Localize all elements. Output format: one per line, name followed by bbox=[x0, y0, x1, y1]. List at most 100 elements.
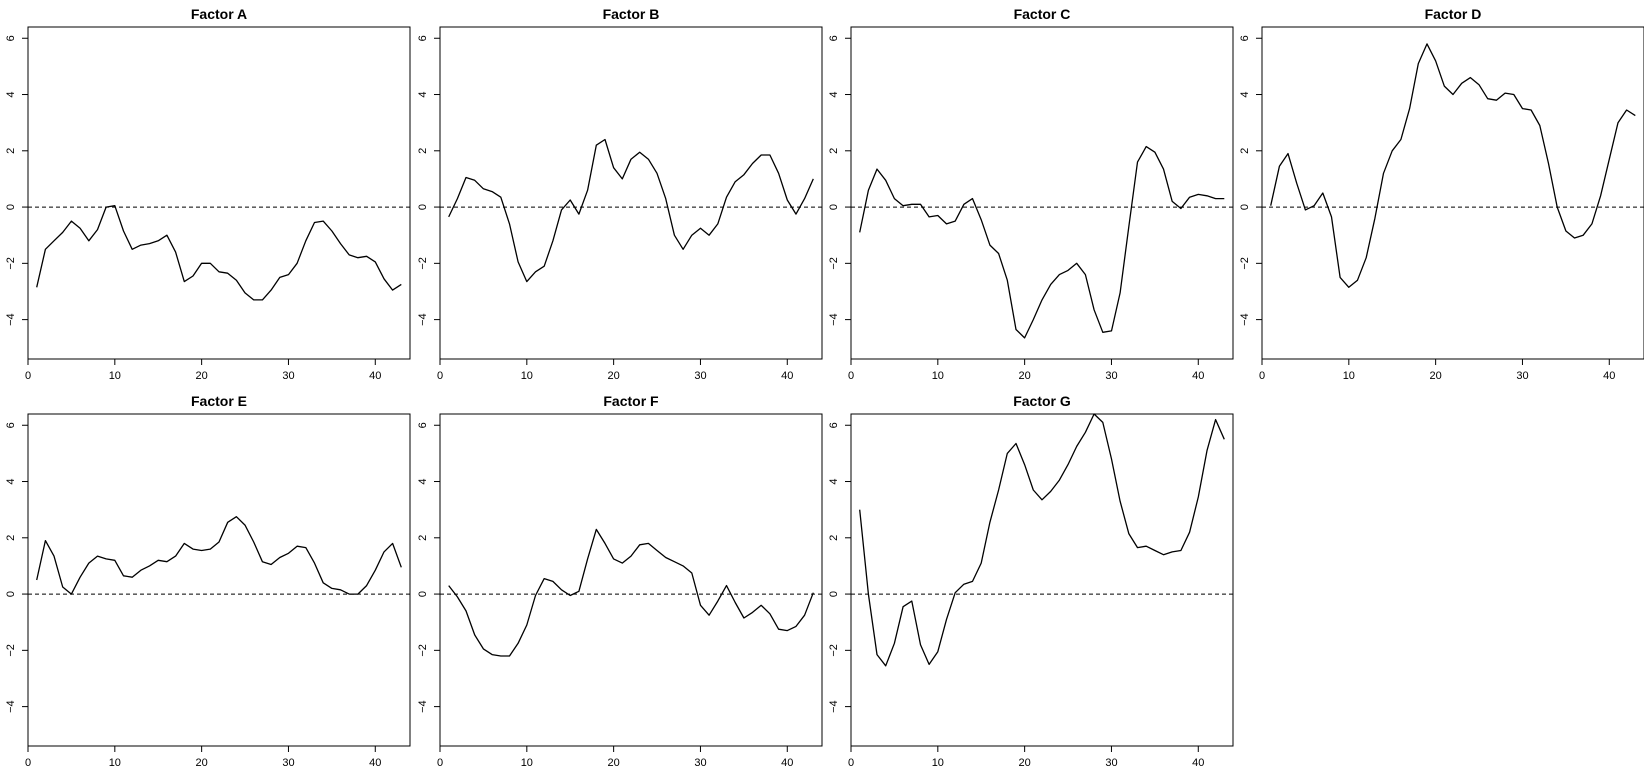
factor-e-x-tick-label: 20 bbox=[196, 757, 208, 769]
factor-c-x-tick-label: 10 bbox=[932, 370, 944, 382]
factor-e-x-tick-label: 40 bbox=[369, 757, 381, 769]
factor-d-plot-frame bbox=[1261, 26, 1644, 360]
factor-a-y-tick-label: 2 bbox=[5, 148, 17, 154]
factor-a-y-tick-label: −2 bbox=[5, 257, 17, 270]
factor-b-y-tick-label: 0 bbox=[417, 204, 429, 210]
factor-g-y-tick-label: −4 bbox=[828, 700, 840, 713]
factor-g-x-tick-label: 0 bbox=[848, 757, 854, 769]
factor-a-panel: Factor A 0 10 20 30 40 −4 −2 0 2 4 6 bbox=[5, 6, 411, 382]
factor-b-plot-frame bbox=[439, 26, 823, 360]
factor-f-y-tick-label: 0 bbox=[417, 591, 429, 597]
factor-c-x-tick-label: 30 bbox=[1105, 370, 1117, 382]
factor-d-x-tick-label: 0 bbox=[1259, 370, 1265, 382]
factor-c-y-tick-label: 4 bbox=[828, 91, 840, 97]
factor-d-y-tick-label: 0 bbox=[1239, 204, 1251, 210]
factor-f-x-tick-label: 0 bbox=[437, 757, 443, 769]
factor-e-series-line bbox=[36, 516, 402, 595]
factor-e-x-tick-label: 0 bbox=[25, 757, 31, 769]
factor-c-y-tick-label: 2 bbox=[828, 148, 840, 154]
factor-e-title: Factor E bbox=[191, 393, 247, 409]
factor-f-y-tick-label: −2 bbox=[417, 644, 429, 657]
factor-a-y-tick-label: 0 bbox=[5, 204, 17, 210]
factor-g-series-line bbox=[859, 413, 1225, 667]
factor-d-y-tick-label: 6 bbox=[1239, 35, 1251, 41]
factor-b-title: Factor B bbox=[603, 6, 660, 22]
factor-g-y-tick-label: 2 bbox=[828, 535, 840, 541]
factor-c-y-tick-label: −2 bbox=[828, 257, 840, 270]
factor-b-x-tick-label: 30 bbox=[694, 370, 706, 382]
factor-g-y-tick-label: 0 bbox=[828, 591, 840, 597]
factor-c-y-tick-label: 0 bbox=[828, 204, 840, 210]
factor-d-y-tick-label: 4 bbox=[1239, 91, 1251, 97]
factor-a-series-line bbox=[36, 205, 402, 301]
factor-e-x-tick-label: 10 bbox=[109, 757, 121, 769]
factor-a-y-tick-label: 6 bbox=[5, 35, 17, 41]
factor-b-series-line bbox=[448, 138, 814, 283]
factor-f-plot-frame bbox=[439, 413, 823, 747]
factor-f-x-tick-label: 20 bbox=[608, 757, 620, 769]
factor-b-x-tick-label: 0 bbox=[437, 370, 443, 382]
factor-c-y-tick-label: 6 bbox=[828, 35, 840, 41]
factor-f-title: Factor F bbox=[603, 393, 659, 409]
factor-e-y-tick-label: 0 bbox=[5, 591, 17, 597]
factor-g-panel: Factor G 0 10 20 30 40 −4 −2 0 2 4 6 bbox=[828, 393, 1234, 769]
factor-f-y-tick-label: 6 bbox=[417, 422, 429, 428]
factor-c-panel: Factor C 0 10 20 30 40 −4 −2 0 2 4 6 bbox=[828, 6, 1234, 382]
factor-g-y-tick-label: 4 bbox=[828, 478, 840, 484]
factor-b-y-tick-label: −2 bbox=[417, 257, 429, 270]
factor-g-x-tick-label: 10 bbox=[932, 757, 944, 769]
factor-e-y-tick-label: −2 bbox=[5, 644, 17, 657]
factor-e-x-tick-label: 30 bbox=[282, 757, 294, 769]
factor-b-x-tick-label: 10 bbox=[521, 370, 533, 382]
factor-g-x-tick-label: 20 bbox=[1019, 757, 1031, 769]
factor-e-panel: Factor E 0 10 20 30 40 −4 −2 0 2 4 6 bbox=[5, 393, 411, 769]
factor-f-panel: Factor F 0 10 20 30 40 −4 −2 0 2 4 6 bbox=[417, 393, 823, 769]
factor-d-x-tick-label: 40 bbox=[1603, 370, 1615, 382]
factor-g-y-tick-label: −2 bbox=[828, 644, 840, 657]
factor-b-x-tick-label: 20 bbox=[608, 370, 620, 382]
factor-b-y-tick-label: 6 bbox=[417, 35, 429, 41]
factor-a-x-tick-label: 10 bbox=[109, 370, 121, 382]
factor-d-y-tick-label: −4 bbox=[1239, 313, 1251, 326]
factor-f-x-tick-label: 10 bbox=[521, 757, 533, 769]
factor-b-y-tick-label: 4 bbox=[417, 91, 429, 97]
factor-d-title: Factor D bbox=[1425, 6, 1482, 22]
factor-f-x-tick-label: 30 bbox=[694, 757, 706, 769]
factor-c-plot-frame bbox=[850, 26, 1234, 360]
factor-a-x-tick-label: 20 bbox=[196, 370, 208, 382]
factor-e-plot-frame bbox=[27, 413, 411, 747]
factor-f-y-tick-label: 2 bbox=[417, 535, 429, 541]
factor-a-title: Factor A bbox=[191, 6, 247, 22]
factor-a-x-tick-label: 0 bbox=[25, 370, 31, 382]
factor-d-series-line bbox=[1270, 43, 1636, 288]
factor-g-y-tick-label: 6 bbox=[828, 422, 840, 428]
factor-g-x-tick-label: 30 bbox=[1105, 757, 1117, 769]
factor-e-y-tick-label: −4 bbox=[5, 700, 17, 713]
factor-g-x-tick-label: 40 bbox=[1192, 757, 1204, 769]
factor-a-y-tick-label: −4 bbox=[5, 313, 17, 326]
factor-c-x-tick-label: 40 bbox=[1192, 370, 1204, 382]
factor-b-panel: Factor B 0 10 20 30 40 −4 −2 0 2 4 6 bbox=[417, 6, 823, 382]
factor-f-y-tick-label: 4 bbox=[417, 478, 429, 484]
factor-a-x-tick-label: 40 bbox=[369, 370, 381, 382]
factor-a-plot-frame bbox=[27, 26, 411, 360]
factor-d-x-tick-label: 30 bbox=[1516, 370, 1528, 382]
factor-d-y-tick-label: 2 bbox=[1239, 148, 1251, 154]
factor-e-y-tick-label: 2 bbox=[5, 535, 17, 541]
factor-c-x-tick-label: 20 bbox=[1019, 370, 1031, 382]
factor-f-y-tick-label: −4 bbox=[417, 700, 429, 713]
factor-g-plot-frame bbox=[850, 413, 1234, 747]
factor-b-y-tick-label: −4 bbox=[417, 313, 429, 326]
factor-g-title: Factor G bbox=[1013, 393, 1071, 409]
factor-c-title: Factor C bbox=[1014, 6, 1071, 22]
factor-d-panel: Factor D 0 10 20 30 40 −4 −2 0 2 4 6 bbox=[1239, 6, 1644, 382]
factor-a-x-tick-label: 30 bbox=[282, 370, 294, 382]
factor-d-x-tick-label: 10 bbox=[1343, 370, 1355, 382]
factor-c-x-tick-label: 0 bbox=[848, 370, 854, 382]
factor-f-x-tick-label: 40 bbox=[781, 757, 793, 769]
factor-d-y-tick-label: −2 bbox=[1239, 257, 1251, 270]
factor-b-x-tick-label: 40 bbox=[781, 370, 793, 382]
factor-c-y-tick-label: −4 bbox=[828, 313, 840, 326]
factor-d-x-tick-label: 20 bbox=[1430, 370, 1442, 382]
